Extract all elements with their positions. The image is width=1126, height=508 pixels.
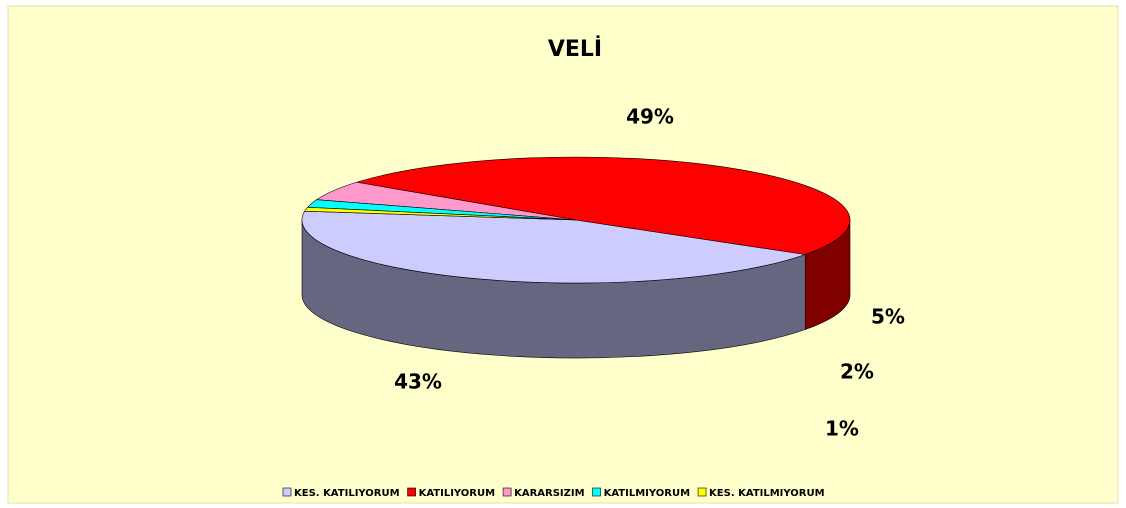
data-label: 49% (626, 105, 674, 129)
data-label: 2% (840, 360, 874, 384)
slice (356, 156, 851, 255)
legend-label: KES. KATILMIYORUM (709, 488, 825, 499)
legend-swatch (282, 487, 292, 497)
data-label: 5% (871, 305, 905, 329)
legend-label: KATILIYORUM (419, 488, 496, 499)
legend-swatch (407, 487, 416, 497)
chart-title: VELİ (548, 36, 602, 62)
legend-swatch (697, 487, 707, 497)
legend-swatch (502, 487, 512, 497)
data-label: 1% (825, 417, 859, 441)
legend-swatch (592, 487, 601, 497)
legend-label: KES. KATILIYORUM (294, 488, 400, 499)
slice (304, 207, 577, 221)
data-label: 43% (394, 370, 442, 394)
legend-label: KARARSIZIM (514, 488, 585, 499)
slice (301, 210, 806, 284)
legend-label: KATILMIYORUM (604, 488, 691, 499)
